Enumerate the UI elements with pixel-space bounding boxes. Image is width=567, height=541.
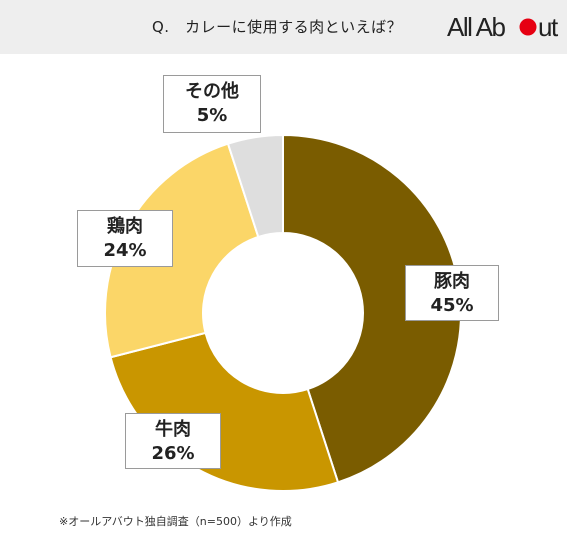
label-other-value: 5%: [196, 105, 228, 126]
label-other-name: その他: [185, 81, 239, 102]
label-pork-value: 45%: [430, 295, 474, 316]
slice-other: [226, 133, 284, 239]
svg-text:ut: ut: [538, 12, 559, 42]
donut-chart: [104, 133, 462, 492]
slice-chicken: [104, 142, 260, 359]
label-chicken: 鶏肉 24%: [77, 210, 173, 267]
label-other: その他 5%: [163, 75, 261, 133]
footnote: ※オールアバウト独自調査（n=500）より作成: [59, 515, 292, 528]
label-chicken-name: 鶏肉: [107, 216, 143, 237]
header-bar: Q. カレーに使用する肉といえば？ All Ab ut: [0, 0, 567, 54]
label-pork: 豚肉 45%: [405, 265, 499, 321]
label-beef: 牛肉 26%: [125, 413, 221, 469]
label-beef-value: 26%: [151, 443, 195, 464]
label-beef-name: 牛肉: [155, 419, 191, 440]
svg-text:All Ab: All Ab: [447, 12, 506, 42]
label-chicken-value: 24%: [103, 240, 147, 261]
slice-beef: [109, 331, 340, 492]
question-title: Q. カレーに使用する肉といえば？: [152, 18, 403, 36]
slice-pork: [282, 133, 462, 484]
label-pork-name: 豚肉: [434, 271, 470, 292]
donut-slices: [104, 133, 462, 492]
allabout-logo: All Ab ut: [447, 12, 560, 42]
